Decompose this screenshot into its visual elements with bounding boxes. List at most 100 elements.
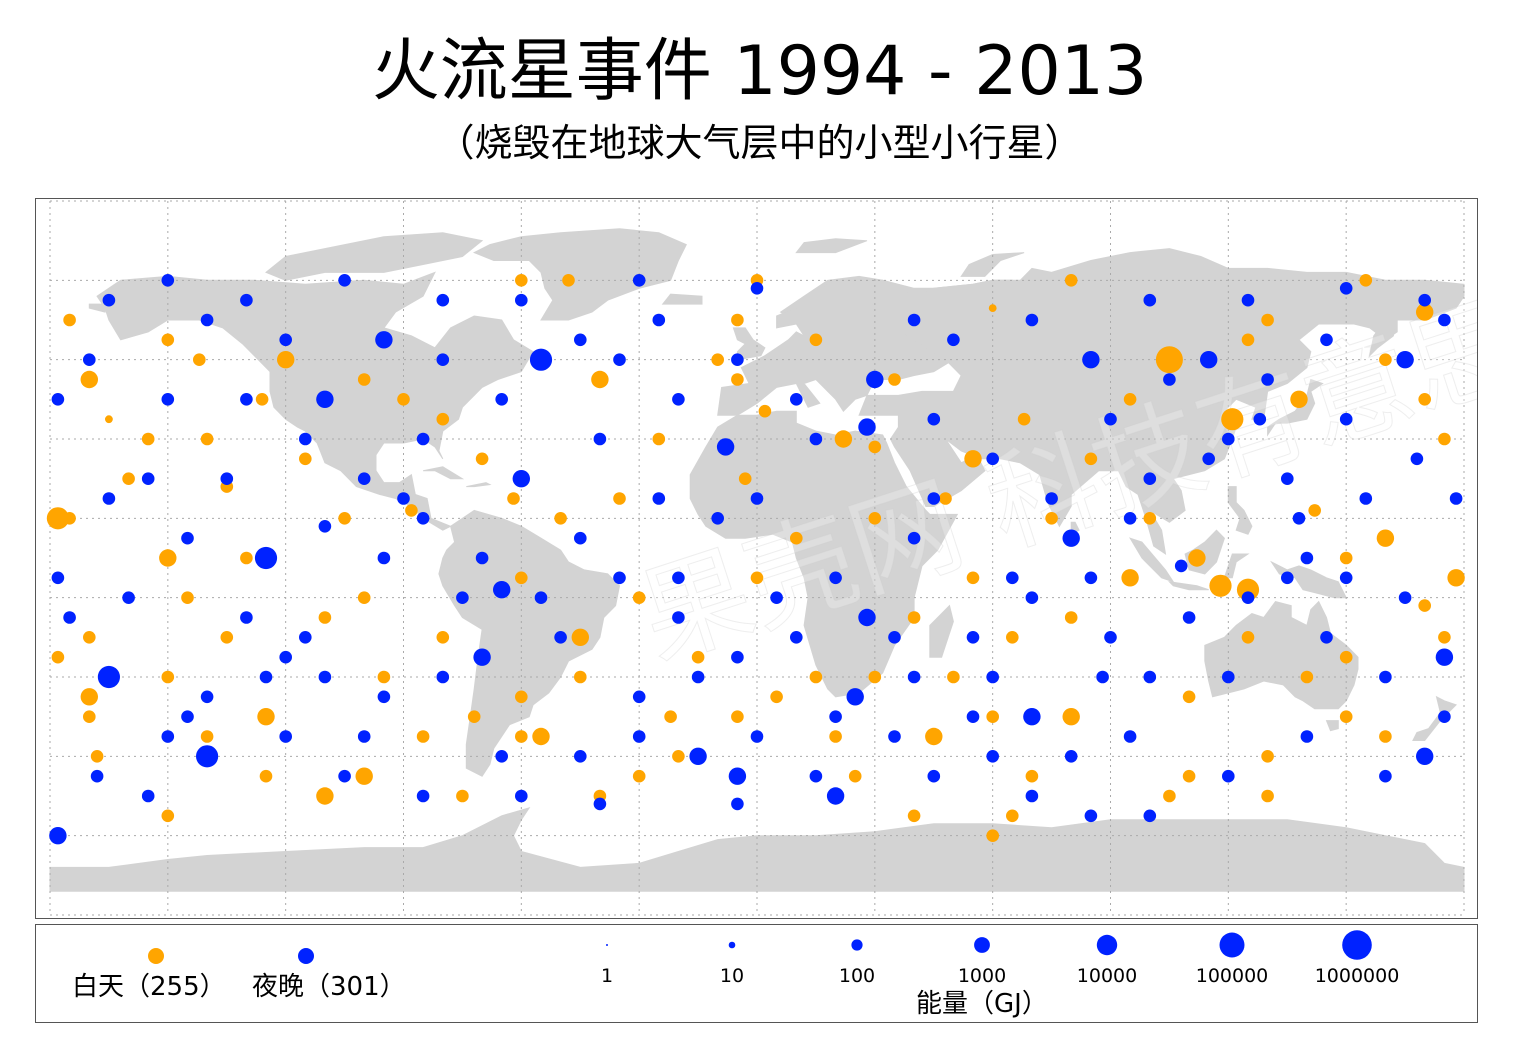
night-fireball-point <box>966 710 980 723</box>
energy-scale-label: 1000000 <box>1314 965 1400 987</box>
day-fireball-point <box>632 591 646 604</box>
day-fireball-point <box>1261 750 1274 763</box>
night-fireball-point <box>770 591 783 604</box>
day-fireball-point <box>1017 412 1031 426</box>
day-fireball-point <box>1308 504 1321 517</box>
day-fireball-point <box>986 710 999 723</box>
legend-night-marker <box>298 948 314 964</box>
night-fireball-point <box>102 293 116 307</box>
night-fireball-point <box>141 472 155 486</box>
day-fireball-point <box>46 507 69 530</box>
arctic-islands-land <box>265 232 484 281</box>
night-fireball-point <box>377 690 391 704</box>
day-fireball-point <box>1045 512 1058 525</box>
night-fireball-point <box>1418 293 1431 307</box>
energy-scale-label: 1 <box>600 965 614 987</box>
night-fireball-point <box>181 531 194 545</box>
day-fireball-point <box>652 432 666 446</box>
day-fireball-point <box>141 432 155 446</box>
night-fireball-point <box>1435 648 1454 666</box>
night-fireball-point <box>1202 452 1215 466</box>
legend-day-label: 白天（255） <box>72 972 226 1002</box>
australia-land <box>1204 600 1359 710</box>
night-fireball-point <box>377 551 391 565</box>
legend-panel: 白天（255） 夜晚（301） 1 10 100 1000 10000 100000 100… <box>35 924 1478 1023</box>
night-fireball-point <box>1379 670 1392 684</box>
day-fireball-point <box>834 430 853 448</box>
day-fireball-point <box>1062 708 1080 726</box>
night-fireball-point <box>711 512 724 525</box>
night-fireball-point <box>357 730 371 743</box>
night-fireball-point <box>1025 313 1039 327</box>
night-fireball-point <box>1416 747 1434 765</box>
night-fireball-point <box>1200 351 1218 369</box>
night-fireball-point <box>1339 282 1353 295</box>
night-fireball-point <box>493 581 511 599</box>
day-fireball-point <box>770 690 783 704</box>
night-fireball-point <box>1449 492 1463 505</box>
night-fireball-point <box>731 650 744 664</box>
day-fireball-point <box>181 591 194 604</box>
day-fireball-point <box>691 650 705 664</box>
night-fireball-point <box>866 370 884 389</box>
night-fireball-point <box>652 313 666 327</box>
day-fireball-point <box>1006 631 1019 644</box>
sulawesi-land <box>1223 553 1250 579</box>
chart-title: 火流星事件 1994 - 2013 <box>371 32 1148 111</box>
night-fireball-point <box>200 690 214 704</box>
night-fireball-point <box>51 393 65 406</box>
day-fireball-point <box>532 727 550 746</box>
day-fireball-point <box>397 393 410 406</box>
day-fireball-point <box>1379 730 1392 743</box>
night-fireball-point <box>436 293 450 307</box>
night-fireball-point <box>1082 351 1100 369</box>
night-fireball-point <box>1143 472 1157 486</box>
south-america-land <box>438 509 621 777</box>
night-fireball-point <box>279 650 292 664</box>
night-fireball-point <box>279 333 292 347</box>
day-fireball-point <box>1084 452 1098 466</box>
night-fireball-point <box>1410 452 1424 466</box>
night-fireball-point <box>196 745 219 768</box>
night-fireball-point <box>1064 750 1078 763</box>
day-fireball-point <box>1418 599 1431 612</box>
madagascar-land <box>929 604 954 658</box>
day-fireball-point <box>1339 650 1353 664</box>
night-fireball-point <box>1104 631 1117 644</box>
night-fireball-point <box>90 769 104 783</box>
night-fireball-point <box>1174 559 1188 573</box>
night-fireball-point <box>826 787 845 805</box>
day-fireball-point <box>925 727 943 746</box>
day-fireball-point <box>436 631 450 644</box>
night-fireball-point <box>1084 809 1098 823</box>
day-fireball-point <box>405 504 418 517</box>
night-fireball-point <box>1300 551 1314 565</box>
night-fireball-point <box>436 670 450 684</box>
night-fireball-point <box>141 789 155 803</box>
night-fireball-point <box>338 769 351 783</box>
night-fireball-point <box>986 452 999 466</box>
night-fireball-point <box>1396 351 1414 369</box>
night-fireball-point <box>375 331 393 349</box>
night-fireball-point <box>858 418 876 436</box>
energy-scale-label: 10 <box>719 965 745 987</box>
alaska-islands-land <box>88 303 106 313</box>
night-fireball-point <box>829 710 842 723</box>
day-fireball-point <box>711 353 724 366</box>
night-fireball-point <box>1320 631 1333 644</box>
night-fireball-point <box>515 293 528 307</box>
night-fireball-point <box>907 670 921 684</box>
day-fireball-point <box>200 730 214 743</box>
day-fireball-point <box>63 313 76 327</box>
day-fireball-point <box>731 373 744 386</box>
night-fireball-point <box>254 546 278 570</box>
night-fireball-point <box>318 670 332 684</box>
night-fireball-point <box>927 492 941 505</box>
night-fireball-point <box>790 631 803 644</box>
day-fireball-point <box>1241 631 1255 644</box>
night-fireball-point <box>691 670 705 684</box>
night-fireball-point <box>122 591 135 604</box>
night-fireball-point <box>1438 710 1451 723</box>
night-fireball-point <box>750 730 764 743</box>
greenland-land <box>472 228 687 321</box>
